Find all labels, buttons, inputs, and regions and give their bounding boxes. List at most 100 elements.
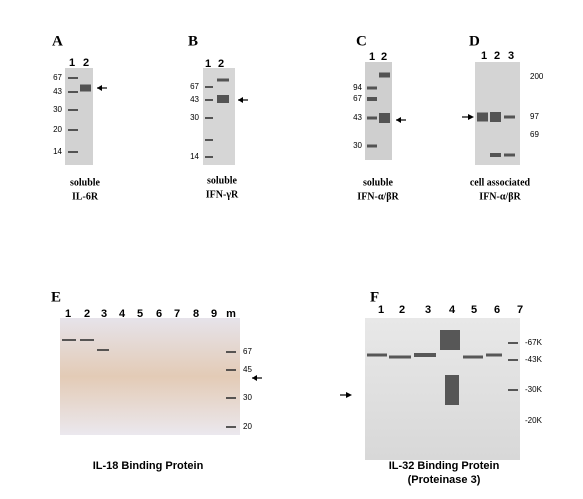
lane-label: 1 [378,304,384,316]
arrow-head [346,392,352,398]
gel-band [205,139,213,141]
gel-band [226,426,236,428]
gel-band [367,86,377,90]
panel-label: D [469,33,480,49]
lane-label: 1 [369,51,375,63]
lane-label: 3 [101,308,107,320]
gel-band [205,86,213,88]
gel-band [226,351,236,353]
caption: soluble [363,177,394,188]
marker-label: 43 [190,95,199,104]
lane-label: 2 [84,308,90,320]
lane-label: 1 [69,57,75,69]
marker-label: 20 [243,422,252,431]
lane-label: 1 [65,308,71,320]
gel-band [508,389,518,391]
caption: IL-32 Binding Protein [389,460,500,472]
gel-band [477,112,488,122]
gel-band [80,339,94,341]
caption: cell associated [470,177,531,188]
marker-label: 30 [53,105,62,114]
gel-band [379,113,390,123]
lane-label: 2 [83,57,89,69]
gel-band [367,116,377,120]
marker-label: -30K [525,385,543,394]
marker-label: 67 [190,82,199,91]
marker-label: 43 [353,113,362,122]
caption: IFN-α/βR [357,191,399,202]
gel-band [367,353,387,357]
gel-band [68,129,78,131]
lane-label: 9 [211,308,217,320]
gel-band [367,97,377,101]
gel-band [389,355,411,359]
marker-label: 30 [243,393,252,402]
caption: (Proteinase 3) [408,474,481,486]
gel-band [217,95,229,103]
gel-band [68,77,78,79]
marker-label: -67K [525,338,543,347]
lane-label: 2 [494,50,500,62]
marker-label: 67 [243,347,252,356]
gel-band [508,359,518,361]
lane-label: 6 [494,304,500,316]
lane-label: 5 [137,308,143,320]
arrow-head [238,97,243,103]
arrow-head [97,85,102,91]
arrow-head [396,117,401,123]
marker-label: 14 [53,147,62,156]
lane-label: 2 [218,58,224,70]
gel-band [205,156,213,158]
panel-label: F [370,289,379,305]
lane-label: 7 [174,308,180,320]
gel-band [508,342,518,344]
gel [203,68,235,165]
caption: soluble [70,177,101,188]
gel [365,62,392,160]
lane-label: 2 [399,304,405,316]
caption: IL-18 Binding Protein [93,460,204,472]
marker-label: 20 [53,125,62,134]
gel [60,318,240,435]
lane-label: 2 [381,51,387,63]
marker-label: 45 [243,365,252,374]
caption: IL-6R [72,191,99,202]
marker-label: 200 [530,72,544,81]
lane-label: 5 [471,304,477,316]
marker-label: 43 [53,87,62,96]
gel-band [205,99,213,101]
marker-label: 97 [530,112,539,121]
arrow-head [252,375,257,381]
gel-band [68,151,78,153]
gel-band [217,78,229,82]
lane-label: 1 [481,50,487,62]
lane-label: 3 [508,50,514,62]
gel-band [490,112,501,122]
marker-label: 30 [353,141,362,150]
gel-band [414,353,436,357]
panel-label: A [52,33,63,49]
gel-band [367,144,377,148]
marker-label: 94 [353,83,362,92]
lane-label: 4 [449,304,456,316]
gel-band [379,72,390,78]
panel-label: E [51,289,61,305]
gel-band [504,115,515,119]
gel-band [62,339,76,341]
gel-band [440,330,460,350]
panel-label: C [356,33,367,49]
arrow-head [468,114,474,120]
lane-label: 1 [205,58,211,70]
gel-band [97,349,109,351]
marker-label: -43K [525,355,543,364]
gel-band [463,355,483,359]
gel-band [68,91,78,93]
marker-label: 67 [53,73,62,82]
gel-band [486,353,502,357]
marker-label: 69 [530,130,539,139]
marker-label: -20K [525,416,543,425]
gel-band [226,397,236,399]
gel-band [68,109,78,111]
marker-label: 67 [353,94,362,103]
caption: IFN-γR [206,189,239,200]
